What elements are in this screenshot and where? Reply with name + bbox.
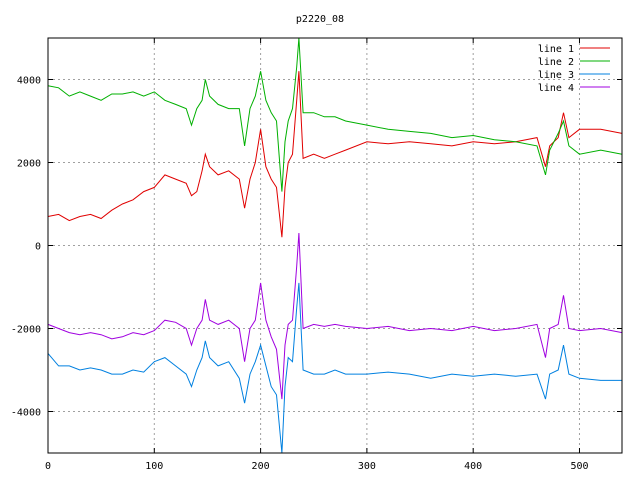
y-tick-label: 2000 xyxy=(17,159,41,170)
x-tick-label: 0 xyxy=(45,461,51,472)
y-tick-label: 4000 xyxy=(17,76,41,87)
series-line-3 xyxy=(47,282,622,454)
plot-frame xyxy=(47,37,623,454)
x-tick-label: 400 xyxy=(464,461,482,472)
x-tick-label: 100 xyxy=(145,461,163,472)
legend-label: line 1 xyxy=(538,44,574,55)
series-line-4 xyxy=(47,232,623,400)
x-tick-label: 500 xyxy=(570,461,588,472)
legend-label: line 3 xyxy=(538,70,574,81)
series-layer xyxy=(47,37,623,454)
x-tick-label: 300 xyxy=(358,461,376,472)
y-tick-label: 0 xyxy=(35,242,41,253)
series-line-2 xyxy=(47,37,623,192)
y-tick-label: -4000 xyxy=(11,408,41,419)
y-tick-label: -2000 xyxy=(11,325,41,336)
x-tick-label: 200 xyxy=(252,461,270,472)
legend-label: line 2 xyxy=(538,57,574,68)
legend-label: line 4 xyxy=(538,83,574,94)
axes: 0 100 200 300 400 500 -4000 -2000 0 2000 4000 xyxy=(11,38,622,472)
chart-title: p2220_08 xyxy=(296,14,344,25)
series-line-1 xyxy=(47,71,623,238)
legend: line 1 line 2 line 3 line 4 xyxy=(538,44,610,94)
